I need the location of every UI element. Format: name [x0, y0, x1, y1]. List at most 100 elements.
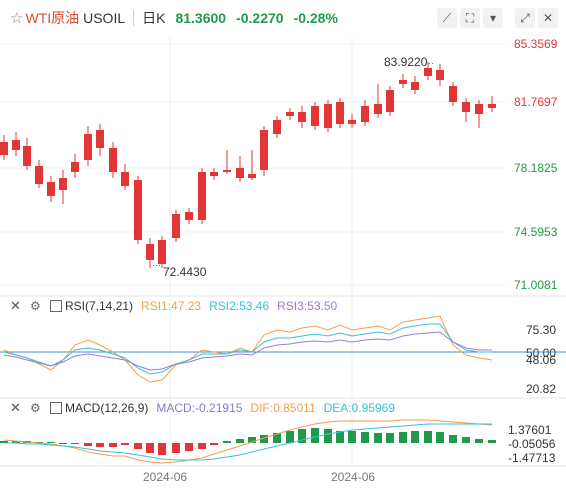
macd-bar — [449, 435, 457, 443]
last-price: 81.3600 — [175, 10, 227, 26]
candle-body — [210, 172, 218, 176]
macd-bar — [47, 442, 55, 443]
macd-bar — [488, 440, 496, 443]
candle-body — [475, 104, 483, 114]
toggle-box-icon[interactable] — [50, 300, 62, 312]
candle-body — [59, 178, 67, 190]
rsi2-line — [3, 323, 492, 375]
macd-y-label-1: 1.37601 — [508, 423, 552, 437]
macd-title: MACD(12,26,9) — [65, 401, 149, 415]
candle-body — [424, 68, 432, 76]
gear-icon[interactable]: ⚙ — [30, 401, 41, 415]
candle-body — [336, 102, 344, 124]
close-icon[interactable]: ✕ — [538, 8, 558, 28]
macd-bar — [236, 439, 244, 443]
macd-bar — [386, 433, 394, 443]
gear-icon[interactable]: ⚙ — [30, 299, 41, 313]
rsi-legend: ✕ ⚙ RSI(7,14,21) RSI1:47.23 RSI2:53.46 R… — [0, 298, 337, 314]
candle-body — [348, 120, 356, 124]
macd-bar — [121, 443, 129, 445]
macd-bar — [311, 428, 319, 443]
star-outline-icon[interactable]: ☆ — [10, 10, 24, 27]
macd-histogram — [0, 428, 496, 455]
candle-body — [449, 86, 457, 102]
macd-bar — [298, 429, 306, 443]
candle-body — [399, 80, 407, 84]
macd-bar — [84, 443, 92, 446]
candle-body — [324, 104, 332, 128]
macd-bar — [71, 443, 79, 444]
candle-body — [185, 212, 193, 220]
candle-body — [0, 142, 8, 155]
close-icon[interactable]: ✕ — [10, 298, 21, 313]
candle-body — [109, 148, 117, 172]
dif-line — [3, 419, 493, 464]
macd-bar — [210, 443, 218, 445]
candle-body — [146, 244, 154, 260]
rsi-y-label-4: 20.82 — [526, 382, 556, 396]
candle-body — [47, 182, 55, 196]
candle-body — [311, 106, 319, 126]
candle-body — [374, 104, 382, 114]
close-icon[interactable]: ✕ — [10, 400, 21, 415]
macd-bar — [399, 432, 407, 443]
candle-body — [462, 102, 470, 112]
candle-body — [121, 172, 129, 186]
rsi2-value: RSI2:53.46 — [209, 299, 270, 313]
candle-body — [260, 130, 268, 170]
candle-body — [411, 82, 419, 90]
macd-bar — [185, 443, 193, 451]
rsi3-line — [3, 331, 492, 371]
candle-body — [84, 134, 92, 160]
x-label-1: 2024-06 — [143, 470, 187, 484]
candle-body — [158, 240, 166, 264]
candle-body — [488, 104, 496, 108]
low-dots: ··· — [152, 260, 161, 270]
price-change-percent: -0.28% — [293, 10, 338, 26]
instrument-name: WTI原油 — [25, 10, 80, 26]
candle-body — [361, 106, 369, 122]
rsi-y-label-1: 75.30 — [526, 323, 556, 337]
candle-body — [386, 90, 394, 112]
header-divider — [133, 10, 135, 26]
candle-body — [286, 112, 294, 116]
candle-body — [134, 180, 142, 240]
macd-bar — [223, 441, 231, 443]
rsi-title: RSI(7,14,21) — [65, 299, 134, 313]
fullscreen-icon[interactable]: ⛶ — [460, 8, 480, 28]
macd-bar — [109, 443, 117, 447]
chart-header: ☆ WTI原油 USOIL 日K 81.3600 -0.2270 -0.28% — [0, 0, 566, 36]
dea-line — [4, 423, 492, 461]
macd-bar — [248, 437, 256, 443]
rsi-y-label-2: 50.00 — [526, 346, 556, 360]
macd-bar — [424, 431, 432, 443]
macd-bar — [361, 432, 369, 443]
macd-bar — [436, 432, 444, 443]
macd-bar — [475, 439, 483, 443]
toggle-box-icon[interactable] — [50, 402, 62, 414]
macd-bar — [348, 431, 356, 443]
macd-bar — [336, 431, 344, 443]
macd-bar — [134, 443, 142, 449]
candle-body — [96, 130, 104, 148]
macd-y-label-3: -1.47713 — [508, 451, 556, 465]
macd-y-label-2: -0.05056 — [508, 437, 556, 451]
candle-body — [12, 140, 20, 150]
high-dots: ··· — [425, 58, 434, 68]
candle-body — [172, 214, 180, 238]
x-label-2: 2024-06 — [331, 470, 375, 484]
expand-icon[interactable]: ⤢ — [515, 8, 535, 28]
chart-toolbar: ⟋ ⛶ ▾ ⤢ ✕ — [437, 8, 558, 28]
candle-body — [298, 112, 306, 122]
draw-line-icon[interactable]: ⟋ — [437, 8, 457, 28]
save-icon[interactable]: ▾ — [483, 8, 503, 28]
macd-bar — [198, 443, 206, 449]
macd-bar — [0, 441, 8, 443]
macd-bar — [146, 443, 154, 453]
y-label-main-2: 81.7697 — [514, 95, 558, 109]
macd-bar — [324, 429, 332, 443]
macd-bar — [273, 433, 281, 443]
candle-body — [35, 166, 43, 184]
period-selector[interactable]: 日K — [142, 10, 166, 26]
